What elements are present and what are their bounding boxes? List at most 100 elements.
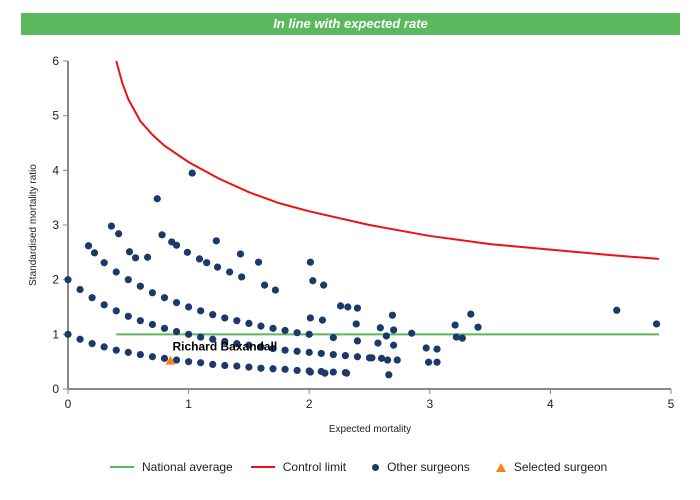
other-surgeon-point — [183, 248, 191, 256]
other-surgeon-point — [269, 344, 277, 353]
other-surgeon-point — [305, 330, 313, 338]
other-surgeon-point — [84, 242, 93, 250]
other-surgeon-point — [652, 320, 661, 328]
other-surgeon-point — [124, 348, 132, 356]
other-surgeon-point — [281, 326, 289, 335]
other-surgeon-point — [254, 258, 263, 266]
other-surgeon-point — [221, 314, 229, 322]
other-surgeon-point — [209, 360, 217, 368]
legend-selected-surgeon[interactable]: Selected surgeon — [488, 460, 607, 474]
other-surgeon-point — [433, 345, 441, 353]
other-surgeon-point — [385, 371, 393, 379]
y-tick-label: 2 — [52, 273, 59, 287]
other-surgeon-point — [388, 311, 397, 319]
status-banner: In line with expected rate — [21, 13, 680, 35]
legend-control-limit[interactable]: Control limit — [250, 460, 347, 474]
other-surgeon-point — [88, 340, 96, 348]
other-surgeon-point — [197, 307, 205, 315]
other-surgeon-point — [281, 346, 289, 354]
x-tick-label: 4 — [547, 397, 554, 411]
other-surgeon-point — [100, 343, 108, 351]
selected-surgeon-point — [165, 355, 176, 365]
other-surgeon-point — [76, 285, 84, 294]
other-surgeon-point — [153, 195, 161, 203]
other-surgeon-point — [260, 281, 269, 289]
y-tick-label: 1 — [52, 327, 59, 341]
other-surgeon-point — [197, 333, 205, 341]
legend-other-surgeons[interactable]: Other surgeons — [364, 460, 470, 474]
other-surgeon-point — [233, 362, 241, 370]
other-surgeon-point — [374, 339, 382, 347]
other-surgeon-point — [329, 368, 337, 376]
other-surgeon-point — [124, 312, 132, 320]
other-surgeon-point — [306, 314, 315, 322]
other-surgeon-point — [221, 337, 229, 346]
other-surgeon-point — [257, 343, 265, 351]
other-surgeon-point — [320, 281, 328, 289]
selected-surgeon-label: Richard Baxandall — [173, 340, 278, 354]
other-surgeon-point — [172, 241, 181, 249]
other-surgeon-point — [293, 329, 301, 337]
other-surgeon-point — [377, 354, 386, 362]
other-surgeon-point — [203, 259, 211, 267]
other-surgeon-point — [88, 294, 96, 302]
other-surgeon-point — [245, 319, 253, 327]
other-surgeon-point — [213, 263, 222, 271]
y-tick-label: 0 — [52, 382, 59, 396]
y-tick-label: 5 — [52, 109, 59, 123]
other-surgeon-point — [257, 322, 265, 330]
other-surgeon-point — [107, 222, 116, 230]
other-surgeon-point — [329, 350, 337, 359]
other-surgeon-point — [341, 352, 349, 360]
other-surgeon-point — [131, 254, 140, 262]
other-surgeon-point — [306, 258, 315, 266]
other-surgeon-point — [336, 302, 345, 310]
other-surgeon-point — [112, 346, 120, 354]
other-surgeon-point — [172, 328, 181, 336]
other-surgeon-point — [383, 356, 392, 364]
other-surgeon-point — [293, 347, 301, 355]
other-surgeon-point — [368, 354, 376, 362]
other-surgeon-point — [344, 303, 352, 311]
other-surgeon-point — [233, 317, 241, 325]
other-surgeon-point — [100, 301, 108, 309]
other-surgeon-point — [342, 369, 351, 377]
other-surgeon-point — [353, 337, 362, 345]
other-surgeon-point — [613, 306, 621, 314]
other-surgeon-point — [451, 321, 459, 329]
control-limit-curve — [115, 60, 660, 260]
other-surgeon-point — [185, 303, 193, 311]
other-surgeon-point — [408, 329, 416, 337]
other-surgeon-point — [269, 365, 277, 373]
legend-label: Other surgeons — [387, 460, 470, 474]
other-surgeon-point — [433, 358, 441, 366]
other-surgeon-point — [422, 344, 430, 352]
other-surgeon-point — [321, 369, 329, 377]
other-surgeon-point — [393, 356, 401, 364]
other-surgeon-point — [100, 259, 108, 267]
other-surgeon-point — [136, 282, 144, 290]
other-surgeon-point — [172, 299, 181, 307]
x-tick-label: 5 — [668, 397, 675, 411]
other-surgeon-point — [352, 320, 360, 328]
other-surgeon-point — [76, 335, 84, 343]
other-surgeon-point — [281, 365, 289, 373]
other-surgeon-point — [160, 294, 169, 302]
other-surgeon-point — [424, 358, 433, 366]
other-surgeon-point — [474, 323, 482, 331]
other-surgeon-point — [318, 316, 327, 324]
other-surgeon-point — [185, 330, 193, 338]
legend-national-average[interactable]: National average — [110, 460, 233, 474]
legend-label: Control limit — [282, 460, 347, 474]
other-surgeon-point — [257, 364, 265, 372]
other-surgeon-point — [124, 276, 132, 284]
other-surgeon-point — [212, 237, 220, 245]
triangle-icon — [495, 462, 506, 472]
dot-icon — [372, 463, 380, 471]
green-line-icon — [110, 466, 134, 468]
x-tick-label: 0 — [65, 397, 72, 411]
other-surgeon-point — [112, 268, 120, 276]
legend: National average Control limit Other sur… — [110, 460, 625, 474]
other-surgeon-point — [353, 353, 362, 361]
y-tick-label: 6 — [52, 54, 59, 68]
